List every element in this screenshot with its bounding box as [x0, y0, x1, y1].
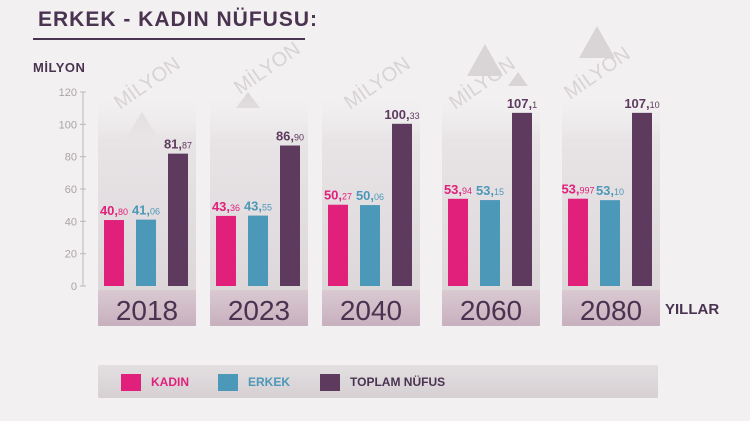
- bar-kadin-2040: [328, 204, 348, 286]
- x-axis-label: YILLAR: [665, 301, 720, 318]
- bar-erkek-2060: [480, 200, 500, 286]
- bar-kadin-2023: [216, 215, 236, 286]
- watermark-text: MİLYON: [230, 37, 305, 99]
- y-axis-unit-label: MİLYON: [33, 60, 86, 75]
- y-tick-label: 60: [65, 184, 77, 196]
- y-tick-label: 0: [71, 281, 77, 293]
- y-tick-label: 80: [65, 152, 77, 164]
- legend-label: TOPLAM NÜFUS: [350, 375, 446, 389]
- y-tick-label: 120: [59, 87, 77, 99]
- decorative-triangle: [579, 26, 615, 58]
- page-title: ERKEK - KADIN NÜFUSU:: [38, 8, 318, 31]
- bar-value-label: 53,94: [444, 182, 472, 197]
- x-category-label-2018: 2018: [116, 295, 178, 326]
- bar-value-label: 40,80: [100, 203, 128, 218]
- legend-item: KADIN: [121, 373, 189, 391]
- bar-value-label: 50,27: [324, 188, 352, 203]
- legend-label: ERKEK: [248, 375, 291, 389]
- y-tick-label: 40: [65, 216, 77, 228]
- bar-value-label: 86,90: [276, 129, 304, 144]
- year-box: [210, 290, 308, 326]
- decorative-triangle: [467, 44, 503, 76]
- year-box: [562, 290, 660, 326]
- bar-value-label: 107,1: [507, 96, 537, 111]
- bar-value-label: 53,10: [596, 183, 624, 198]
- legend-swatch: [121, 373, 141, 391]
- title-underline: [33, 38, 305, 40]
- bar-erkek-2018: [136, 219, 156, 286]
- bar-toplam-nüfus-2023: [280, 145, 300, 286]
- bar-value-label: 53,997: [561, 182, 594, 197]
- bar-erkek-2080: [600, 200, 620, 286]
- bar-value-label: 43,55: [244, 199, 272, 214]
- bar-value-label: 107,10: [624, 96, 659, 111]
- legend-item: TOPLAM NÜFUS: [320, 373, 445, 391]
- bar-value-label: 41,06: [132, 203, 160, 218]
- year-box: [442, 290, 540, 326]
- year-box: [98, 290, 196, 326]
- legend-swatch: [320, 373, 340, 391]
- year-box: [322, 290, 420, 326]
- legend-swatch: [218, 373, 238, 391]
- bar-kadin-2080: [568, 198, 588, 286]
- x-category-label-2060: 2060: [460, 295, 522, 326]
- bar-kadin-2060: [448, 198, 468, 286]
- legend: [98, 365, 658, 398]
- bar-toplam-nüfus-2060: [512, 112, 532, 286]
- x-category-label-2023: 2023: [228, 295, 290, 326]
- bar-value-label: 43,36: [212, 199, 240, 214]
- bar-erkek-2023: [248, 215, 268, 286]
- x-category-label-2040: 2040: [340, 295, 402, 326]
- bar-toplam-nüfus-2040: [392, 123, 412, 286]
- bar-kadin-2018: [104, 220, 124, 286]
- legend-item: ERKEK: [218, 373, 290, 391]
- bar-value-label: 53,15: [476, 183, 504, 198]
- y-tick-label: 100: [59, 119, 77, 131]
- bar-value-label: 50,06: [356, 188, 384, 203]
- bar-value-label: 81,87: [164, 137, 192, 152]
- y-tick-label: 20: [65, 249, 77, 261]
- bar-toplam-nüfus-2018: [168, 153, 188, 286]
- legend-label: KADIN: [151, 375, 189, 389]
- x-category-label-2080: 2080: [580, 295, 642, 326]
- bar-value-label: 100,33: [384, 107, 419, 122]
- bar-erkek-2040: [360, 205, 380, 286]
- decorative-triangle: [508, 72, 528, 86]
- bar-toplam-nüfus-2080: [632, 112, 652, 286]
